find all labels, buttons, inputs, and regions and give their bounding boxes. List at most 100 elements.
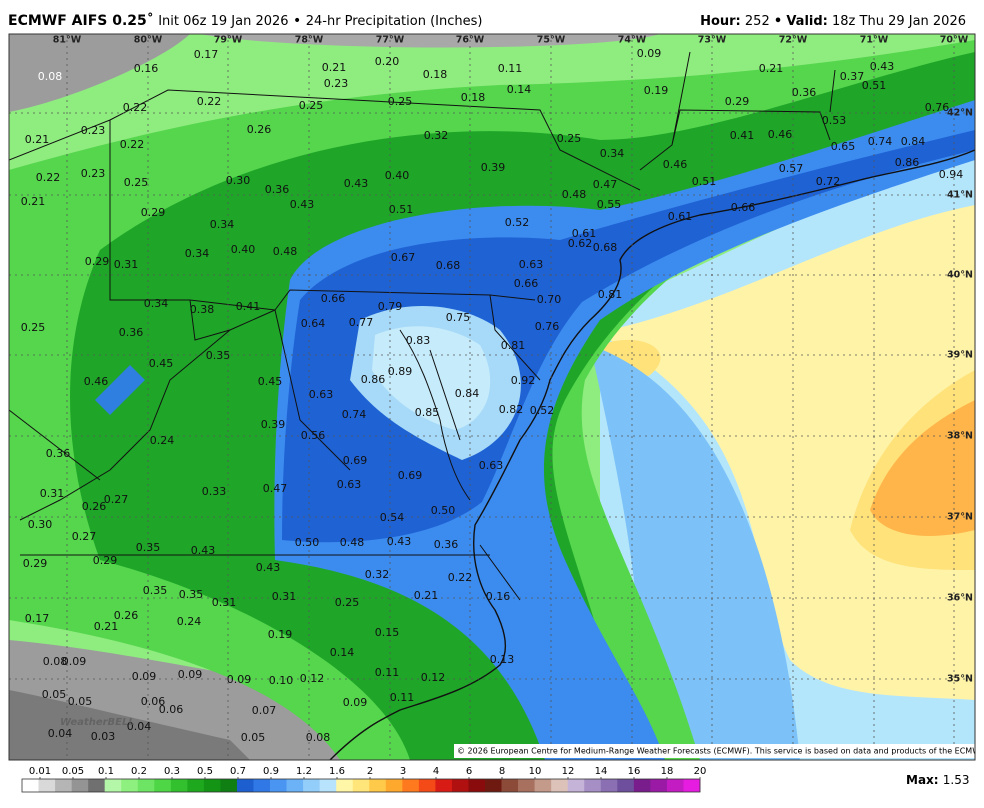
- precip-value: 0.81: [501, 339, 526, 352]
- colorbar-swatch: [22, 779, 39, 792]
- colorbar-swatch: [137, 779, 155, 792]
- precip-value: 0.27: [72, 530, 97, 543]
- precip-value: 0.65: [831, 140, 856, 153]
- precip-value: 0.25: [21, 321, 46, 334]
- precip-value: 0.04: [127, 720, 152, 733]
- field-blue: [95, 365, 145, 415]
- precip-value: 0.82: [499, 403, 524, 416]
- precip-value: 0.62: [568, 237, 593, 250]
- precip-value: 0.30: [28, 518, 53, 531]
- precip-value: 0.79: [378, 300, 403, 313]
- precip-value: 0.45: [258, 375, 283, 388]
- colorbar-label: 6: [466, 766, 472, 777]
- hour-label: Hour:: [700, 14, 741, 29]
- precip-value: 0.36: [46, 447, 71, 460]
- precip-value: 0.39: [261, 418, 286, 431]
- field-dark-gray: [9, 690, 250, 760]
- precip-value: 0.09: [62, 655, 87, 668]
- precip-value: 0.32: [365, 568, 390, 581]
- precip-value: 0.51: [692, 175, 717, 188]
- colorbar-swatch: [650, 779, 668, 792]
- precip-value: 0.29: [23, 557, 48, 570]
- precip-value: 0.40: [231, 243, 256, 256]
- precip-value: 0.18: [423, 68, 448, 81]
- colorbar-swatch: [38, 779, 56, 792]
- colorbar-swatch: [666, 779, 684, 792]
- header-title: ECMWF AIFS 0.25˚ Init 06z 19 Jan 2026 • …: [8, 12, 482, 29]
- precip-value: 0.26: [247, 123, 272, 136]
- precip-value: 0.51: [389, 203, 414, 216]
- colorbar-label: 3: [400, 766, 406, 777]
- max-label: Max:: [906, 773, 939, 787]
- precip-value: 0.85: [415, 406, 440, 419]
- precip-value: 0.63: [479, 459, 504, 472]
- precip-value: 0.51: [862, 79, 887, 92]
- precip-value: 0.63: [309, 388, 334, 401]
- state-borders: [9, 51, 836, 601]
- precip-value: 0.46: [663, 158, 688, 171]
- copyright-box: [454, 744, 975, 758]
- colorbar-swatch: [203, 779, 221, 792]
- precip-value: 0.76: [925, 101, 950, 114]
- colorbar-swatch: [418, 779, 436, 792]
- colorbar-label: 4: [433, 766, 439, 777]
- precip-value: 0.52: [505, 216, 530, 229]
- precip-value: 0.36: [434, 538, 459, 551]
- precip-value: 0.09: [178, 668, 203, 681]
- precip-value: 0.63: [337, 478, 362, 491]
- precip-value: 0.21: [94, 620, 119, 633]
- precip-value: 0.94: [939, 168, 964, 181]
- precip-value: 0.69: [343, 454, 368, 467]
- precip-value: 0.43: [256, 561, 281, 574]
- precip-value: 0.05: [241, 731, 266, 744]
- colorbar-label: 1.2: [296, 766, 312, 777]
- precip-value: 0.47: [593, 178, 618, 191]
- precip-value: 0.03: [91, 730, 116, 743]
- precip-value: 0.41: [730, 129, 755, 142]
- field-gray: [200, 34, 660, 48]
- colorbar-swatch: [352, 779, 370, 792]
- precip-value: 0.13: [490, 653, 515, 666]
- precip-value: 0.21: [414, 589, 439, 602]
- graticule: 81°W 80°W 79°W 78°W 77°W 76°W 75°W 74°W 73°W 72°W…: [9, 34, 975, 760]
- precip-value: 0.16: [134, 62, 159, 75]
- colorbar-swatch: [435, 779, 453, 792]
- colorbar-swatch: [236, 779, 254, 792]
- colorbar-swatch: [286, 779, 304, 792]
- colorbar-label: 0.1: [98, 766, 114, 777]
- precip-value: 0.11: [375, 666, 400, 679]
- precip-value: 0.24: [150, 434, 175, 447]
- colorbar-swatch: [220, 779, 238, 792]
- colorbar-swatch: [71, 779, 89, 792]
- precip-value: 0.38: [190, 303, 215, 316]
- precip-value: 0.22: [448, 571, 473, 584]
- precip-value: 0.23: [324, 77, 349, 90]
- precip-value: 0.29: [141, 206, 166, 219]
- longitude-label: 77°W: [376, 35, 405, 46]
- precip-value: 0.19: [268, 628, 293, 641]
- precip-value: 0.14: [330, 646, 355, 659]
- precip-value: 0.11: [498, 62, 523, 75]
- colorbar-swatch: [534, 779, 552, 792]
- precip-value: 0.12: [421, 671, 446, 684]
- model: ECMWF AIFS 0.25˚: [8, 12, 154, 29]
- precip-value: 0.29: [85, 255, 110, 268]
- precip-value: 0.69: [398, 469, 423, 482]
- precip-value: 0.36: [792, 86, 817, 99]
- colorbar-label: 10: [529, 766, 542, 777]
- precip-value: 0.48: [562, 188, 587, 201]
- precip-value: 0.24: [177, 615, 202, 628]
- precip-value: 0.74: [868, 135, 893, 148]
- field-orange: [870, 400, 975, 536]
- precip-value: 0.35: [143, 584, 168, 597]
- colorbar-swatch: [385, 779, 403, 792]
- product: 24-hr Precipitation (Inches): [306, 14, 483, 29]
- precip-value: 0.05: [42, 688, 67, 701]
- colorbar-swatch: [600, 779, 618, 792]
- map-frame: [8, 33, 976, 761]
- colorbar-swatch: [518, 779, 535, 792]
- precip-value: 0.16: [486, 590, 511, 603]
- precip-value: 0.21: [322, 61, 347, 74]
- precip-value: 0.34: [185, 247, 210, 260]
- precip-value: 0.22: [120, 138, 145, 151]
